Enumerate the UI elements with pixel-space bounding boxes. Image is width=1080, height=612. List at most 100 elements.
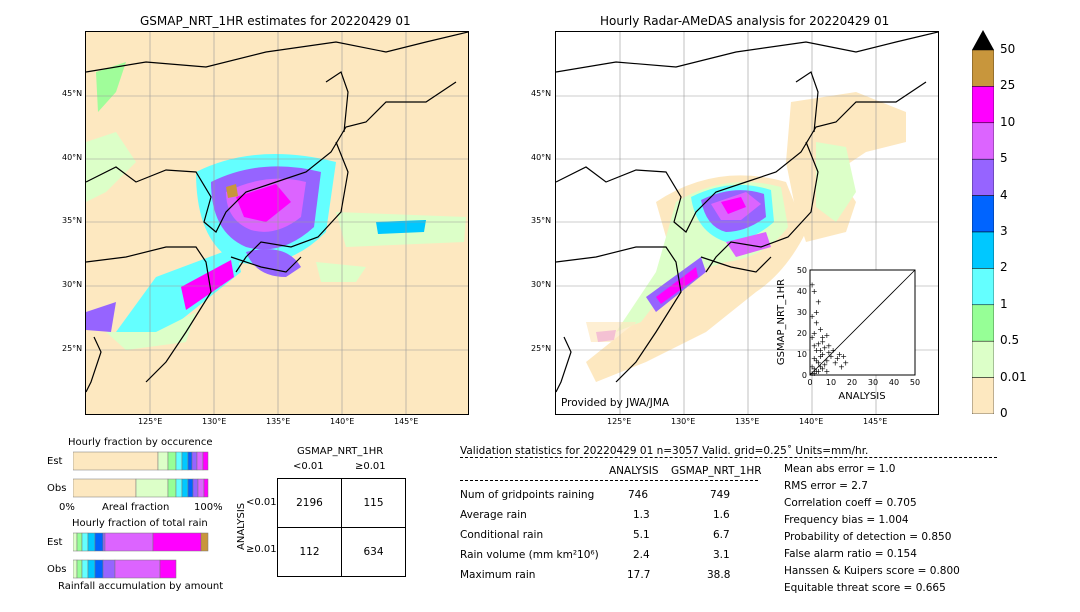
validation-row-b: 749 — [710, 489, 731, 501]
scatter-point: + — [817, 325, 824, 334]
diagonal-line — [809, 269, 916, 376]
occurrence-title: Hourly fraction by occurence — [68, 437, 213, 448]
left-map-title: GSMAP_NRT_1HR estimates for 20220429 01 — [140, 14, 411, 28]
validation-header: Validation statistics for 20220429 01 n=… — [460, 445, 869, 457]
scatter-point: + — [830, 346, 837, 355]
contingency-col1: <0.01 — [293, 461, 324, 472]
rain-field-left — [86, 62, 466, 350]
validation-row-a: 2.4 — [633, 549, 650, 561]
scatter-point: + — [809, 333, 816, 342]
validation-row-b: 38.8 — [707, 569, 731, 581]
occurrence-axis-right: 100% — [194, 502, 223, 513]
right-lat-label: 30°N — [531, 280, 552, 289]
colorbar-label: 1 — [1000, 296, 1008, 311]
scatter-point: + — [826, 342, 833, 351]
validation-row-label: Num of gridpoints raining — [460, 489, 595, 501]
scatter-point: + — [815, 358, 822, 367]
validation-divider — [460, 457, 997, 458]
total-rain-bars — [73, 532, 209, 579]
contingency-cell: 2196 — [277, 478, 342, 528]
scatter-y-tick: 50 — [797, 266, 807, 275]
total-rain-obs-bar — [73, 559, 177, 579]
data-credit: Provided by JWA/JMA — [561, 397, 670, 409]
validation-row-label: Average rain — [460, 509, 527, 521]
coastlines-left — [86, 32, 468, 393]
scatter-point: + — [809, 369, 816, 378]
coastlines-right — [556, 32, 938, 393]
scatter-point: + — [811, 365, 818, 374]
scatter-x-tick: 50 — [910, 378, 920, 387]
score-far: False alarm ratio = 0.154 — [784, 548, 917, 560]
colorbar-segment — [971, 268, 995, 306]
scatter-y-tick: 20 — [797, 329, 807, 338]
scatter-point: + — [811, 329, 818, 338]
scatter-ylabel: GSMAP_NRT_1HR — [776, 279, 787, 365]
scatter-x-tick: 10 — [826, 378, 836, 387]
scatter-point: + — [819, 333, 826, 342]
scatter-y-tick: 0 — [802, 371, 807, 380]
validation-row-a: 5.1 — [633, 529, 650, 541]
left-lat-label: 40°N — [62, 153, 83, 162]
scatter-point: + — [834, 354, 841, 363]
colorbar-label: 10 — [1000, 114, 1016, 129]
right-lon-label: 130°E — [671, 417, 696, 426]
validation-row-label: Rain volume (mm km²10⁶) — [460, 549, 599, 561]
scatter-point: + — [815, 340, 822, 349]
occurrence-obs-bar — [73, 478, 209, 498]
left-lat-label: 25°N — [62, 344, 83, 353]
scatter-point: + — [819, 350, 826, 359]
scatter-point: + — [823, 331, 830, 340]
colorbar-segment — [971, 304, 995, 342]
scatter-point: + — [809, 363, 816, 372]
scatter-xlabel: ANALYSIS — [838, 391, 885, 402]
colorbar-segment — [971, 158, 995, 196]
validation-row-a: 17.7 — [627, 569, 651, 581]
total-rain-title: Hourly fraction of total rain — [72, 518, 208, 529]
occurrence-axis-mid: Areal fraction — [102, 502, 170, 513]
scatter-point: + — [815, 367, 822, 376]
right-lon-label: 140°E — [799, 417, 824, 426]
total-rain-est-label: Est — [47, 537, 63, 548]
scatter-point: + — [813, 346, 820, 355]
colorbar-label: 2 — [1000, 260, 1008, 275]
scatter-x-tick: 30 — [868, 378, 878, 387]
contingency-header: GSMAP_NRT_1HR — [297, 446, 384, 457]
validation-row-label: Maximum rain — [460, 569, 536, 581]
scatter-point: + — [828, 352, 835, 361]
scatter-inset: ++++++ +++++++ ++++++ +++++++++ +++++++++++ +… — [776, 266, 920, 402]
score-ets: Equitable threat score = 0.665 — [784, 582, 946, 594]
colorbar-segment — [971, 122, 995, 160]
scatter-point: + — [813, 319, 820, 328]
occurrence-est-bar — [73, 451, 209, 471]
colorbar-label: 3 — [1000, 224, 1008, 238]
scatter-point: + — [842, 358, 849, 367]
colorbar-segment — [971, 340, 995, 378]
validation-col-gsmap: GSMAP_NRT_1HR — [671, 465, 762, 477]
contingency-table: 2196 115 112 634 — [277, 478, 406, 577]
validation-row-label: Conditional rain — [460, 529, 544, 541]
total-rain-footer: Rainfall accumulation by amount — [58, 581, 224, 592]
scatter-x-tick: 40 — [889, 378, 899, 387]
scatter-point: + — [815, 298, 822, 307]
colorbar-segment — [971, 377, 995, 415]
scatter-point: + — [823, 367, 830, 376]
occurrence-bars — [73, 451, 209, 498]
scatter-point: + — [813, 308, 820, 317]
scatter-point: + — [840, 352, 847, 361]
scatter-y-tick: 40 — [797, 287, 807, 296]
right-lon-label: 135°E — [735, 417, 760, 426]
scatter-point: + — [832, 358, 839, 367]
colorbar-segment — [971, 231, 995, 269]
left-map — [85, 31, 469, 415]
scatter-point: + — [817, 346, 824, 355]
validation-row-a: 1.3 — [633, 509, 650, 521]
scatter-point: + — [809, 312, 816, 321]
scatter-points: ++++++ +++++++ ++++++ +++++++++ +++++++++++ +… — [809, 281, 849, 378]
scatter-point: + — [813, 356, 820, 365]
left-lon-label: 135°E — [266, 417, 291, 426]
scatter-point: + — [819, 337, 826, 346]
contingency-cell: 115 — [341, 478, 406, 528]
contingency-side-label: ANALYSIS — [236, 502, 247, 550]
scatter-point: + — [811, 342, 818, 351]
scatter-y-tick: 30 — [797, 308, 807, 317]
